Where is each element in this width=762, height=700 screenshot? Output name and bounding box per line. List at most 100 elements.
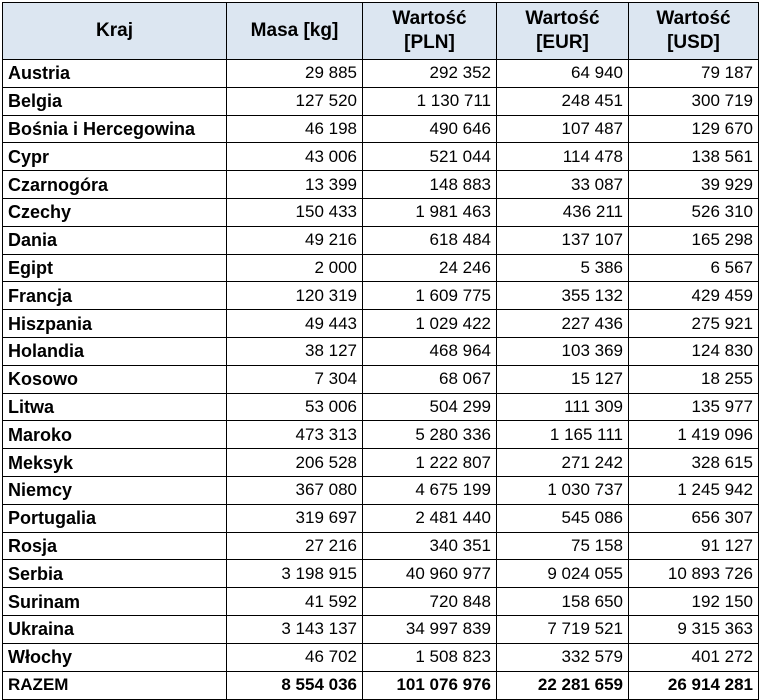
value-eur-cell: 5 386 bbox=[496, 253, 629, 283]
value-pln-cell: 468 964 bbox=[362, 336, 497, 366]
value-usd-cell: 79 187 bbox=[628, 59, 759, 88]
total-label: RAZEM bbox=[2, 670, 227, 700]
mass-cell: 206 528 bbox=[226, 448, 363, 477]
country-cell: Austria bbox=[2, 59, 227, 88]
column-header-value-usd: Wartość [USD] bbox=[628, 2, 759, 60]
value-pln-cell: 1 981 463 bbox=[362, 197, 497, 227]
table-row: Serbia 3 198 915 40 960 977 9 024 055 10 893… bbox=[2, 559, 759, 589]
value-usd-cell: 18 255 bbox=[628, 364, 759, 394]
total-mass: 8 554 036 bbox=[226, 670, 363, 700]
table-footer: RAZEM 8 554 036 101 076 976 22 281 659 2… bbox=[2, 670, 759, 700]
value-eur-cell: 227 436 bbox=[496, 309, 629, 338]
value-usd-cell: 10 893 726 bbox=[628, 559, 759, 589]
table-row: Bośnia i Hercegowina 46 198 490 646 107 487… bbox=[2, 114, 759, 144]
country-cell: Hiszpania bbox=[2, 309, 227, 338]
country-cell: Czechy bbox=[2, 197, 227, 227]
mass-cell: 27 216 bbox=[226, 531, 363, 561]
table-row: Holandia 38 127 468 964 103 369 124 830 bbox=[2, 336, 759, 366]
value-pln-cell: 504 299 bbox=[362, 392, 497, 422]
country-cell: Serbia bbox=[2, 559, 227, 589]
value-pln-cell: 2 481 440 bbox=[362, 503, 497, 533]
mass-cell: 2 000 bbox=[226, 253, 363, 283]
value-pln-cell: 1 222 807 bbox=[362, 448, 497, 477]
table-row: Austria 29 885 292 352 64 940 79 187 bbox=[2, 59, 759, 88]
table-row: Kosowo 7 304 68 067 15 127 18 255 bbox=[2, 364, 759, 394]
mass-cell: 3 143 137 bbox=[226, 614, 363, 644]
table-row: Rosja 27 216 340 351 75 158 91 127 bbox=[2, 531, 759, 561]
value-eur-cell: 9 024 055 bbox=[496, 559, 629, 589]
country-cell: Francja bbox=[2, 281, 227, 311]
mass-cell: 127 520 bbox=[226, 86, 363, 116]
mass-cell: 43 006 bbox=[226, 142, 363, 172]
value-pln-cell: 521 044 bbox=[362, 142, 497, 172]
value-pln-cell: 24 246 bbox=[362, 253, 497, 283]
country-cell: Dania bbox=[2, 225, 227, 255]
table-row: Litwa 53 006 504 299 111 309 135 977 bbox=[2, 392, 759, 422]
country-cell: Portugalia bbox=[2, 503, 227, 533]
value-usd-cell: 401 272 bbox=[628, 642, 759, 672]
value-eur-cell: 7 719 521 bbox=[496, 614, 629, 644]
value-eur-cell: 111 309 bbox=[496, 392, 629, 422]
value-usd-cell: 275 921 bbox=[628, 309, 759, 338]
table-row: Włochy 46 702 1 508 823 332 579 401 272 bbox=[2, 642, 759, 672]
value-eur-cell: 75 158 bbox=[496, 531, 629, 561]
mass-cell: 120 319 bbox=[226, 281, 363, 311]
value-pln-cell: 5 280 336 bbox=[362, 420, 497, 450]
mass-cell: 319 697 bbox=[226, 503, 363, 533]
value-pln-cell: 34 997 839 bbox=[362, 614, 497, 644]
value-pln-cell: 618 484 bbox=[362, 225, 497, 255]
value-usd-cell: 429 459 bbox=[628, 281, 759, 311]
total-row: RAZEM 8 554 036 101 076 976 22 281 659 2… bbox=[2, 670, 759, 700]
value-pln-cell: 340 351 bbox=[362, 531, 497, 561]
column-header-value-eur: Wartość [EUR] bbox=[496, 2, 629, 60]
value-eur-cell: 545 086 bbox=[496, 503, 629, 533]
mass-cell: 38 127 bbox=[226, 336, 363, 366]
mass-cell: 7 304 bbox=[226, 364, 363, 394]
value-pln-cell: 292 352 bbox=[362, 59, 497, 88]
value-eur-cell: 436 211 bbox=[496, 197, 629, 227]
mass-cell: 3 198 915 bbox=[226, 559, 363, 589]
mass-cell: 46 702 bbox=[226, 642, 363, 672]
table-header: Kraj Masa [kg] Wartość [PLN] Wartość [EUR]… bbox=[2, 2, 759, 60]
table-row: Cypr 43 006 521 044 114 478 138 561 bbox=[2, 142, 759, 172]
value-pln-cell: 40 960 977 bbox=[362, 559, 497, 589]
value-usd-cell: 9 315 363 bbox=[628, 614, 759, 644]
value-usd-cell: 1 419 096 bbox=[628, 420, 759, 450]
country-cell: Bośnia i Hercegowina bbox=[2, 114, 227, 144]
mass-cell: 367 080 bbox=[226, 475, 363, 505]
mass-cell: 473 313 bbox=[226, 420, 363, 450]
value-usd-cell: 526 310 bbox=[628, 197, 759, 227]
country-cell: Kosowo bbox=[2, 364, 227, 394]
value-pln-cell: 148 883 bbox=[362, 170, 497, 199]
value-eur-cell: 15 127 bbox=[496, 364, 629, 394]
table-row: Niemcy 367 080 4 675 199 1 030 737 1 245 942 bbox=[2, 475, 759, 505]
column-header-mass: Masa [kg] bbox=[226, 2, 363, 60]
table-row: Egipt 2 000 24 246 5 386 6 567 bbox=[2, 253, 759, 283]
country-cell: Surinam bbox=[2, 587, 227, 616]
table-body: Austria 29 885 292 352 64 940 79 187 Belgia 12… bbox=[2, 59, 759, 672]
mass-cell: 46 198 bbox=[226, 114, 363, 144]
value-eur-cell: 271 242 bbox=[496, 448, 629, 477]
value-eur-cell: 107 487 bbox=[496, 114, 629, 144]
column-header-country: Kraj bbox=[2, 2, 227, 60]
country-cell: Rosja bbox=[2, 531, 227, 561]
country-cell: Czarnogóra bbox=[2, 170, 227, 199]
table-row: Czarnogóra 13 399 148 883 33 087 39 929 bbox=[2, 170, 759, 199]
table-row: Czechy 150 433 1 981 463 436 211 526 310 bbox=[2, 197, 759, 227]
value-eur-cell: 248 451 bbox=[496, 86, 629, 116]
value-usd-cell: 1 245 942 bbox=[628, 475, 759, 505]
value-eur-cell: 158 650 bbox=[496, 587, 629, 616]
value-eur-cell: 33 087 bbox=[496, 170, 629, 199]
mass-cell: 41 592 bbox=[226, 587, 363, 616]
value-pln-cell: 490 646 bbox=[362, 114, 497, 144]
header-row: Kraj Masa [kg] Wartość [PLN] Wartość [EUR]… bbox=[2, 2, 759, 60]
mass-cell: 150 433 bbox=[226, 197, 363, 227]
value-usd-cell: 138 561 bbox=[628, 142, 759, 172]
mass-cell: 49 216 bbox=[226, 225, 363, 255]
value-usd-cell: 300 719 bbox=[628, 86, 759, 116]
country-cell: Egipt bbox=[2, 253, 227, 283]
value-pln-cell: 1 029 422 bbox=[362, 309, 497, 338]
country-cell: Cypr bbox=[2, 142, 227, 172]
value-eur-cell: 332 579 bbox=[496, 642, 629, 672]
